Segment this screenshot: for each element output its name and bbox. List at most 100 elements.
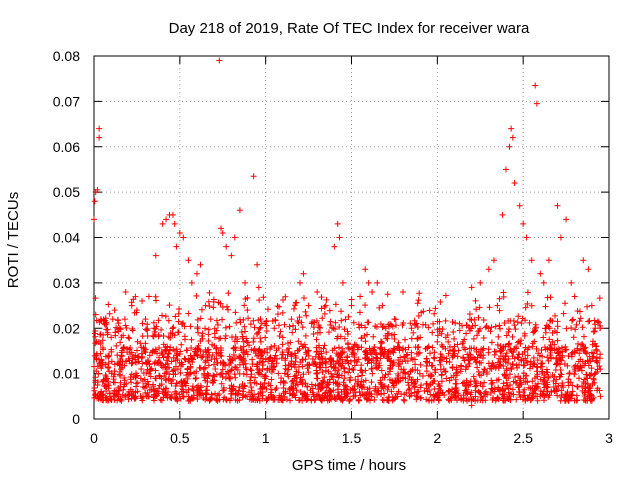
data-point xyxy=(573,321,580,328)
data-point xyxy=(587,382,594,389)
data-point xyxy=(102,321,109,328)
data-point xyxy=(453,372,460,379)
data-point xyxy=(257,316,264,323)
data-point xyxy=(248,384,255,391)
data-point xyxy=(489,360,496,367)
data-point xyxy=(556,352,563,359)
data-point xyxy=(156,372,163,379)
data-point xyxy=(500,380,507,387)
data-point xyxy=(217,300,224,307)
data-point xyxy=(161,373,168,380)
data-point xyxy=(505,326,512,333)
data-point xyxy=(370,333,377,340)
data-point xyxy=(287,397,294,404)
data-point xyxy=(579,324,586,331)
data-point xyxy=(316,364,323,371)
data-point xyxy=(379,374,386,381)
data-point xyxy=(167,334,174,341)
data-point xyxy=(227,357,234,364)
data-point xyxy=(117,372,124,379)
data-point xyxy=(386,347,393,354)
axis-ticks: 0 0.01 0.02 0.03 0.04 0.05 0.06 0.07 0.08 0 0.5 1 1.… xyxy=(53,48,613,446)
data-point xyxy=(182,336,188,343)
data-point xyxy=(474,397,481,404)
data-point xyxy=(99,337,106,344)
data-point xyxy=(332,365,339,372)
data-point xyxy=(209,351,216,358)
data-point xyxy=(187,369,194,376)
data-point xyxy=(321,342,328,349)
data-point xyxy=(171,220,178,227)
data-point xyxy=(554,323,561,330)
data-point xyxy=(200,351,207,358)
data-point xyxy=(463,330,470,337)
data-point xyxy=(584,357,591,364)
data-point xyxy=(530,360,537,367)
data-point xyxy=(239,359,246,366)
data-point xyxy=(251,324,258,331)
data-point xyxy=(139,378,146,385)
data-point xyxy=(345,313,352,320)
data-point xyxy=(436,318,443,325)
data-point xyxy=(470,335,477,342)
data-point xyxy=(318,385,325,392)
x-axis-label: GPS time / hours xyxy=(292,457,406,474)
data-point xyxy=(581,345,588,352)
data-point xyxy=(477,390,484,397)
data-point xyxy=(338,308,345,315)
data-point xyxy=(449,354,456,361)
data-point xyxy=(468,354,475,361)
data-point xyxy=(507,364,514,371)
data-point xyxy=(434,394,441,401)
data-point xyxy=(296,314,303,321)
data-point xyxy=(92,311,99,318)
data-point xyxy=(421,387,428,394)
data-point xyxy=(345,344,352,351)
data-point xyxy=(97,316,104,323)
data-point xyxy=(304,396,311,403)
data-point xyxy=(98,357,105,364)
data-point xyxy=(397,354,404,361)
data-point xyxy=(181,355,188,362)
data-point xyxy=(138,366,145,373)
data-point xyxy=(274,311,281,318)
data-point xyxy=(416,290,423,297)
data-point xyxy=(452,376,459,383)
data-point xyxy=(318,397,325,404)
data-point xyxy=(93,355,100,362)
data-point xyxy=(389,377,396,384)
data-point xyxy=(483,323,490,330)
data-point xyxy=(372,362,379,369)
data-point xyxy=(429,344,436,351)
data-point xyxy=(118,366,125,373)
data-point xyxy=(456,327,463,334)
data-point xyxy=(391,331,398,338)
data-point xyxy=(234,397,241,404)
data-point xyxy=(576,318,583,325)
data-point xyxy=(527,361,534,368)
data-point xyxy=(463,379,470,386)
y-tick-label: 0.02 xyxy=(53,320,80,336)
data-point xyxy=(250,173,257,180)
data-point xyxy=(176,306,183,313)
data-point xyxy=(596,295,603,302)
data-point xyxy=(348,302,355,309)
data-point xyxy=(203,349,210,356)
data-point xyxy=(374,387,381,394)
data-point xyxy=(568,279,575,286)
data-point xyxy=(400,319,407,326)
data-point xyxy=(460,397,467,404)
data-point xyxy=(400,288,406,295)
data-point xyxy=(334,371,341,378)
data-point xyxy=(159,220,166,227)
data-point xyxy=(483,370,490,377)
data-point xyxy=(180,234,187,241)
y-axis-label: ROTI / TECUs xyxy=(5,192,22,288)
data-point xyxy=(129,355,136,362)
data-point xyxy=(338,372,345,379)
data-point xyxy=(524,359,531,366)
data-point xyxy=(300,270,307,277)
data-point xyxy=(500,343,507,350)
data-point xyxy=(337,350,344,357)
data-point xyxy=(522,355,529,362)
